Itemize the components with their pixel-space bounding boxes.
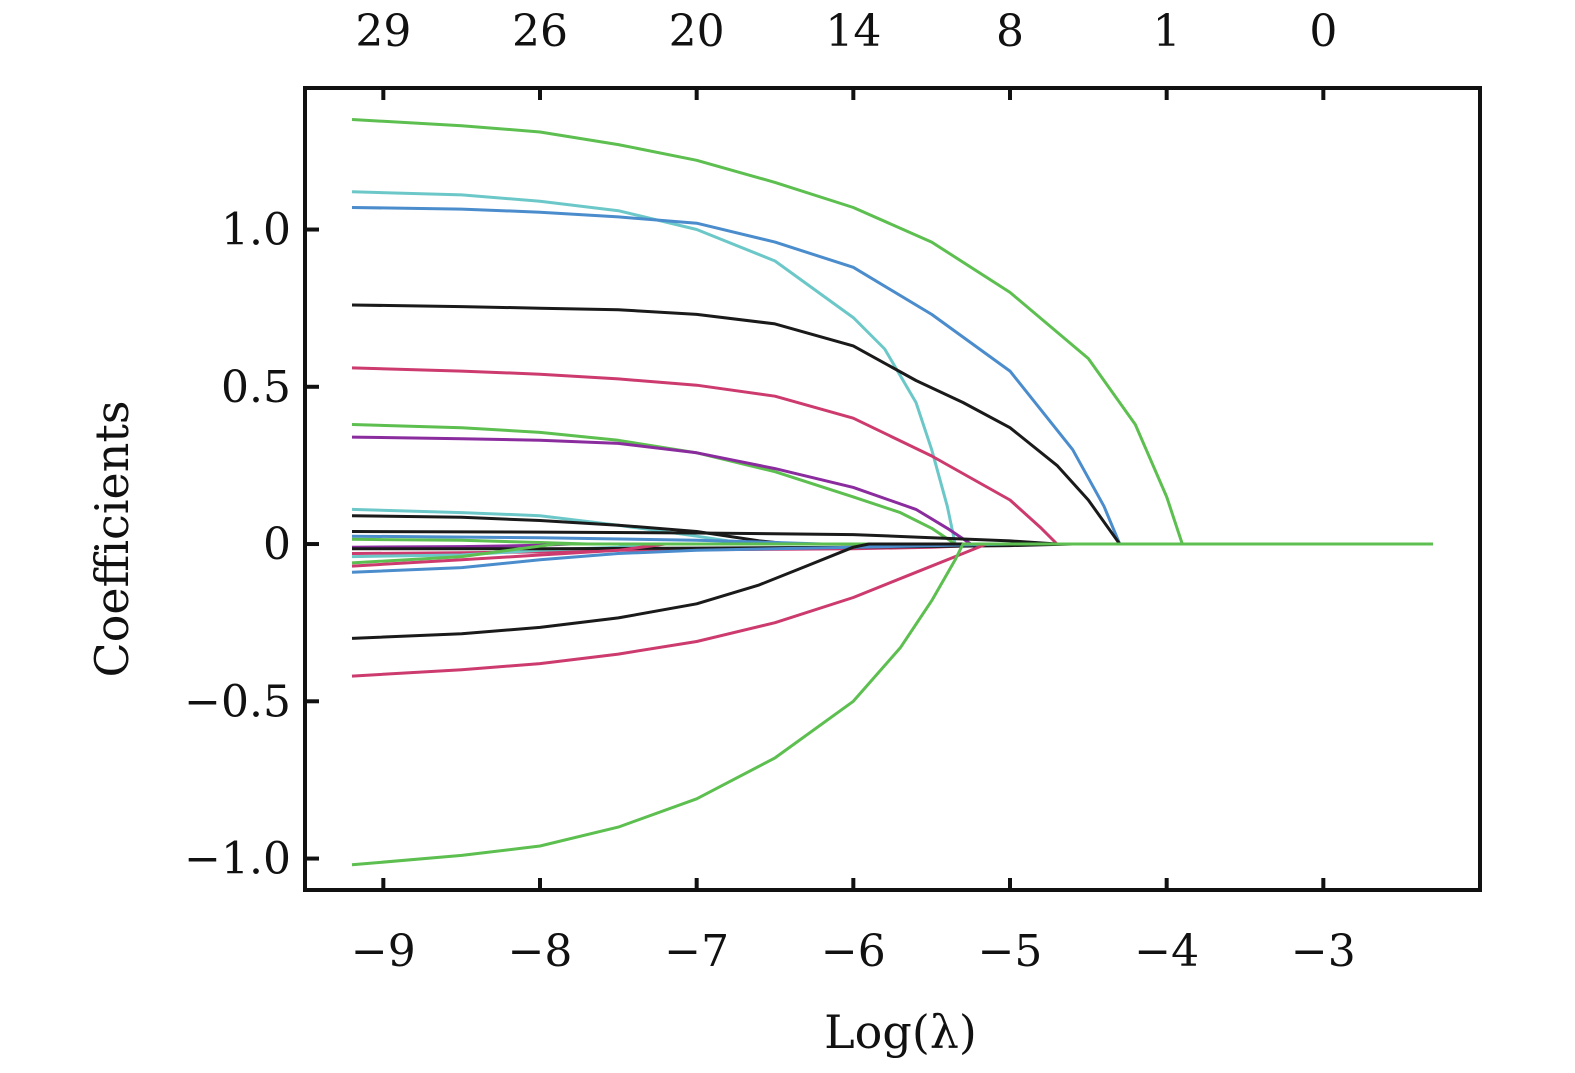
x-tick-label: −9	[351, 926, 416, 977]
coefficient-path-5	[351, 366, 1433, 546]
coefficient-path-18	[351, 542, 1433, 565]
top-tick-label: 1	[1153, 6, 1181, 57]
x-tick-label: −4	[1134, 926, 1199, 977]
coefficient-path-7	[351, 435, 1433, 546]
x-tick-label: −6	[821, 926, 886, 977]
coefficient-path-6	[351, 423, 1433, 546]
y-tick-label: 0	[263, 519, 291, 570]
coefficient-path-21	[351, 542, 1433, 678]
plot-frame	[303, 86, 1482, 892]
y-tick-label: −1.0	[184, 834, 291, 885]
x-tick-label: −8	[508, 926, 573, 977]
top-tick-label: 14	[825, 6, 881, 57]
x-tick-label: −7	[664, 926, 729, 977]
coefficient-path-1	[351, 118, 1433, 546]
coefficient-path-22	[351, 542, 1433, 867]
y-tick-label: −0.5	[184, 676, 291, 727]
top-tick-label: 20	[669, 6, 725, 57]
series-layer	[351, 118, 1433, 867]
coefficient-path-2	[351, 190, 1433, 546]
ticks-layer: −9 −8 −7 −6 −5 −4 −3 29 26 20 14 8 1 0 −1.0 −0.5 0 0.5 1.0	[184, 6, 1356, 977]
coefficient-path-3	[351, 206, 1433, 546]
coefficient-path-4	[351, 303, 1433, 546]
top-tick-label: 26	[512, 6, 568, 57]
y-tick-label: 0.5	[221, 362, 291, 413]
top-tick-label: 0	[1309, 6, 1337, 57]
top-tick-label: 8	[996, 6, 1024, 57]
coefficient-path-9	[351, 514, 1433, 546]
x-axis-title: Log(λ)	[824, 1005, 977, 1059]
y-axis-title: Coefficients	[85, 401, 139, 678]
top-tick-label: 29	[355, 6, 411, 57]
x-tick-label: −5	[978, 926, 1043, 977]
x-tick-label: −3	[1291, 926, 1356, 977]
y-tick-label: 1.0	[221, 205, 291, 256]
coefficient-path-20	[351, 542, 1433, 640]
